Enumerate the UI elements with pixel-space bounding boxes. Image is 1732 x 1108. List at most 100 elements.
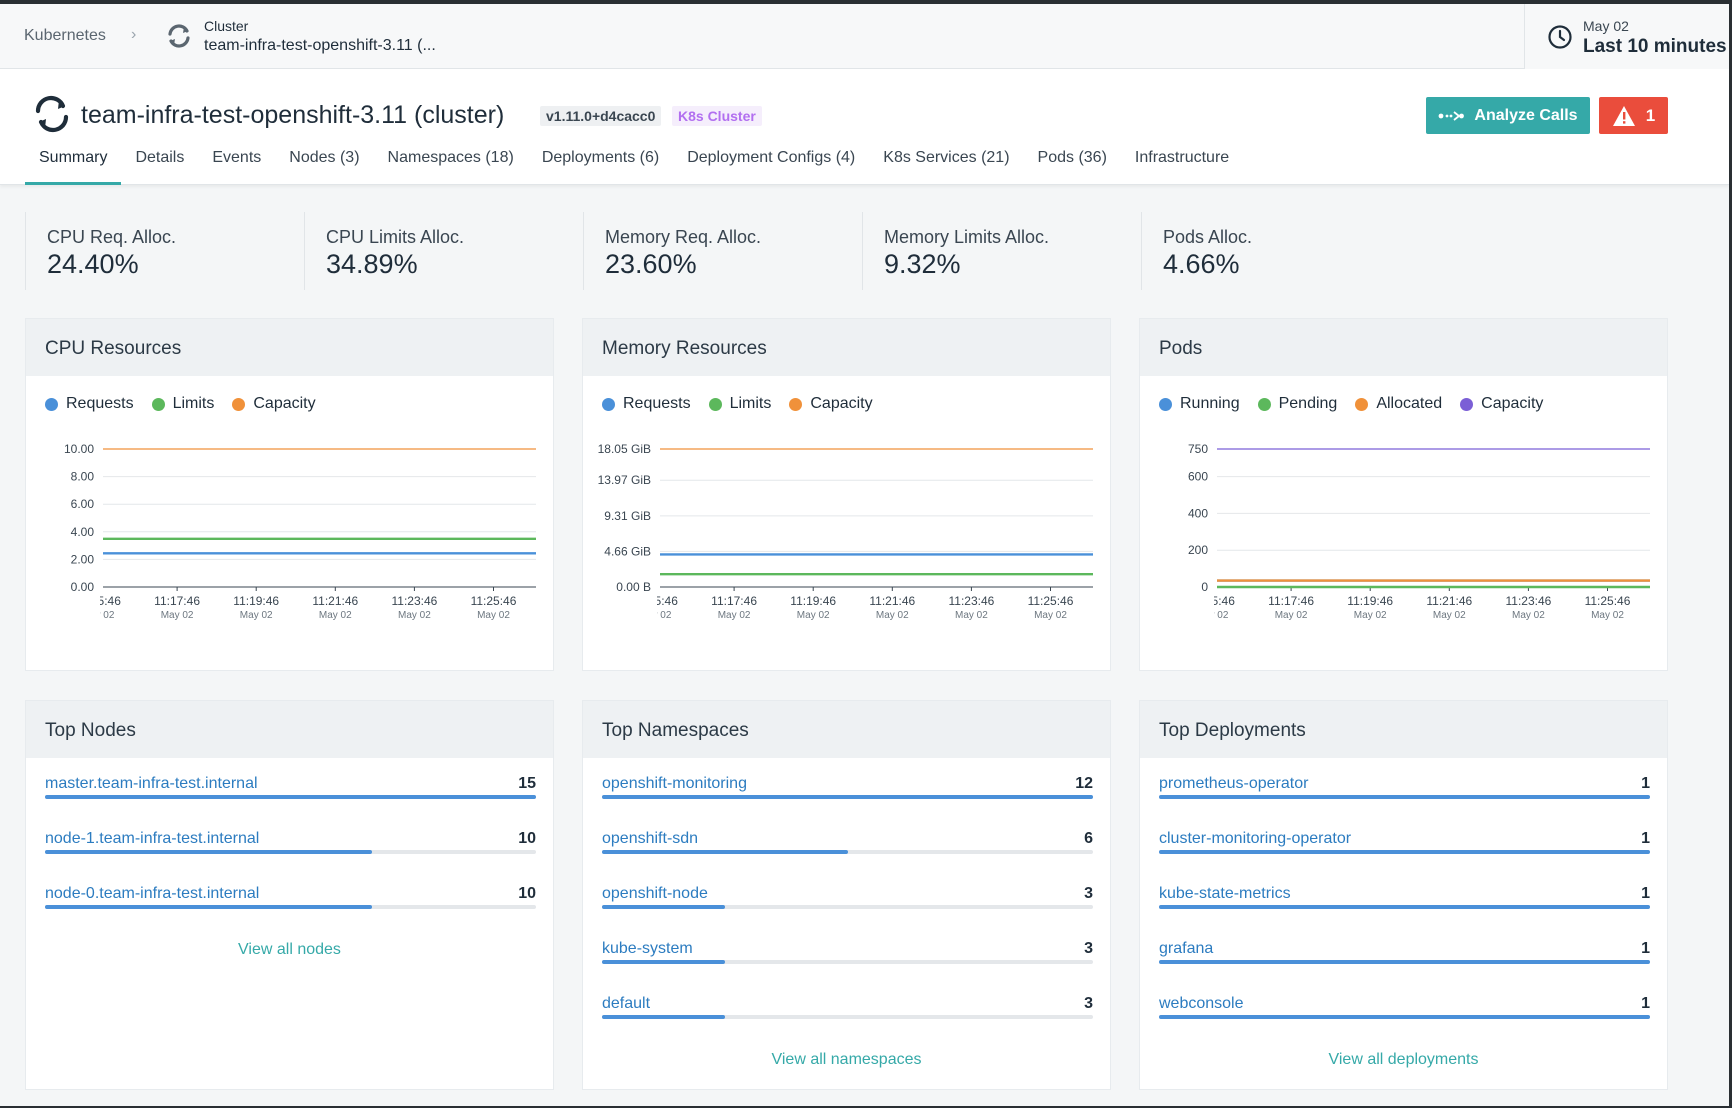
tab-k8s-services[interactable]: K8s Services (21): [883, 149, 1010, 166]
legend-label: Pending: [1278, 395, 1338, 412]
view-all-nodes-link[interactable]: View all nodes: [238, 941, 341, 958]
usage-bar-fill: [45, 795, 536, 799]
breadcrumb-root[interactable]: Kubernetes: [24, 27, 106, 44]
usage-bar-track: [45, 795, 536, 799]
list-item-link[interactable]: cluster-monitoring-operator: [1159, 830, 1352, 847]
list-item-link[interactable]: openshift-node: [602, 885, 708, 902]
legend-label: Requests: [66, 395, 134, 412]
list-item-link[interactable]: openshift-sdn: [602, 830, 699, 847]
kpi-value: 4.66%: [1163, 249, 1240, 279]
list-item-link[interactable]: default: [602, 995, 651, 1012]
x-tick-label: 11:21:46: [312, 594, 358, 608]
legend-item-requests[interactable]: Requests: [602, 395, 691, 413]
view-all-namespaces-link[interactable]: View all namespaces: [771, 1051, 922, 1068]
legend-label: Capacity: [810, 395, 873, 412]
list-item: node-1.team-infra-test.internal 10: [45, 830, 536, 885]
time-range-selector[interactable]: May 02 Last 10 minutes: [1524, 4, 1729, 69]
top-nodes-list: master.team-infra-test.internal 15 node-1.…: [45, 775, 536, 940]
y-tick-label: 750: [1188, 442, 1208, 456]
tab-deployments[interactable]: Deployments (6): [541, 149, 660, 166]
view-all-deployments-link[interactable]: View all deployments: [1328, 1051, 1479, 1068]
list-item-count: 15: [518, 775, 536, 792]
legend-item-capacity[interactable]: Capacity: [789, 395, 873, 413]
x-tick-label: 11:23:46: [391, 594, 437, 608]
x-tick-sublabel: May 02: [319, 610, 352, 621]
panel-title: Top Deployments: [1140, 701, 1667, 758]
x-tick-label: 11:19:46: [1347, 594, 1393, 608]
legend-dot: [708, 397, 722, 411]
panel-title: Top Namespaces: [583, 701, 1110, 758]
legend-item-allocated[interactable]: Allocated: [1355, 395, 1442, 413]
legend-dot: [602, 397, 615, 411]
tab-namespaces[interactable]: Namespaces (18): [387, 149, 514, 166]
y-tick-label: 0.00 B: [616, 580, 651, 594]
usage-bar-fill: [1159, 795, 1650, 799]
usage-bar-fill: [602, 905, 725, 909]
legend-item-pending[interactable]: Pending: [1257, 395, 1338, 413]
kpi-value: 9.32%: [884, 249, 961, 279]
cpu-resources-chart[interactable]: 0.00 2.00 4.00 6.00 8.00 10.00 11:15:46 May 02 1…: [26, 429, 555, 649]
tab-infrastructure[interactable]: Infrastructure: [1134, 149, 1230, 166]
legend-item-requests[interactable]: Requests: [45, 395, 134, 413]
list-item-link[interactable]: node-0.team-infra-test.internal: [45, 885, 260, 902]
analyze-calls-button[interactable]: Analyze Calls: [1426, 97, 1590, 134]
y-tick-label: 400: [1188, 506, 1208, 520]
usage-bar-track: [1159, 1015, 1650, 1019]
tab-nodes[interactable]: Nodes (3): [289, 149, 360, 166]
top-deployments-panel: Top Deployments prometheus-operator 1 clus…: [1139, 700, 1668, 1090]
tab-pods[interactable]: Pods (36): [1037, 149, 1107, 166]
kpi-memory-requests: Memory Req. Alloc. 23.60%: [583, 212, 862, 290]
list-item-count: 1: [1641, 885, 1650, 902]
list-item-count: 3: [1084, 885, 1093, 902]
legend-dot: [1355, 397, 1369, 411]
usage-bar-fill: [45, 905, 373, 909]
list-item-count: 3: [1084, 995, 1093, 1012]
tab-details[interactable]: Details: [135, 149, 185, 166]
tab-deployment-configs[interactable]: Deployment Configs (4): [687, 149, 856, 166]
y-tick-label: 200: [1188, 543, 1208, 557]
kpi-memory-limits: Memory Limits Alloc. 9.32%: [862, 212, 1141, 290]
list-item-link[interactable]: grafana: [1159, 940, 1214, 957]
y-tick-label: 600: [1188, 470, 1208, 484]
x-tick-sublabel: May 02: [82, 610, 115, 621]
top-namespaces-list: openshift-monitoring 12 openshift-sdn 6 open…: [602, 775, 1093, 1050]
x-tick-sublabel: May 02: [398, 610, 431, 621]
list-item-link[interactable]: openshift-monitoring: [602, 775, 747, 792]
legend-dot: [1257, 397, 1271, 411]
alerts-button[interactable]: 1: [1599, 97, 1668, 134]
x-tick-label: 11:17:46: [711, 594, 757, 608]
list-item-link[interactable]: node-1.team-infra-test.internal: [45, 830, 260, 847]
breadcrumb-kind: Cluster: [204, 18, 249, 34]
list-item-link[interactable]: kube-state-metrics: [1159, 885, 1291, 902]
list-item-link[interactable]: master.team-infra-test.internal: [45, 775, 258, 792]
x-tick-label: 11:19:46: [233, 594, 279, 608]
x-tick-sublabel: May 02: [1433, 610, 1466, 621]
legend-item-capacity[interactable]: Capacity: [232, 395, 316, 413]
legend-item-running[interactable]: Running: [1159, 395, 1240, 413]
x-tick-label: 11:21:46: [1426, 594, 1472, 608]
legend-item-limits[interactable]: Limits: [708, 395, 771, 413]
list-item-count: 10: [518, 830, 536, 847]
pods-chart[interactable]: 0 200 400 600 750 11:15:46 May 02 11:17:46 May 0…: [1140, 429, 1669, 649]
list-item-link[interactable]: prometheus-operator: [1159, 775, 1309, 792]
memory-resources-chart[interactable]: 0.00 B 4.66 GiB 9.31 GiB 13.97 GiB 18.05 GiB…: [583, 429, 1112, 649]
list-item: openshift-node 3: [602, 885, 1093, 940]
x-tick-label: 11:17:46: [1268, 594, 1314, 608]
legend-label: Limits: [172, 395, 215, 412]
legend-dot: [151, 397, 165, 411]
usage-bar-fill: [602, 850, 848, 854]
tab-events[interactable]: Events: [212, 149, 262, 166]
list-item-link[interactable]: kube-system: [602, 940, 693, 957]
y-tick-label: 6.00: [71, 497, 95, 511]
legend-item-limits[interactable]: Limits: [151, 395, 215, 413]
tab-summary[interactable]: Summary: [25, 143, 122, 185]
legend-item-capacity[interactable]: Capacity: [1460, 395, 1543, 413]
list-item: kube-system 3: [602, 940, 1093, 995]
y-tick-label: 10.00: [64, 442, 94, 456]
list-item-link[interactable]: webconsole: [1159, 995, 1244, 1012]
breadcrumb-current[interactable]: team-infra-test-openshift-3.11 (...: [204, 37, 436, 54]
x-tick-sublabel: May 02: [876, 610, 909, 621]
list-item: openshift-monitoring 12: [602, 775, 1093, 830]
kpi-cpu-requests: CPU Req. Alloc. 24.40%: [25, 212, 304, 290]
version-badge: v1.11.0+d4cacc0: [540, 106, 662, 126]
